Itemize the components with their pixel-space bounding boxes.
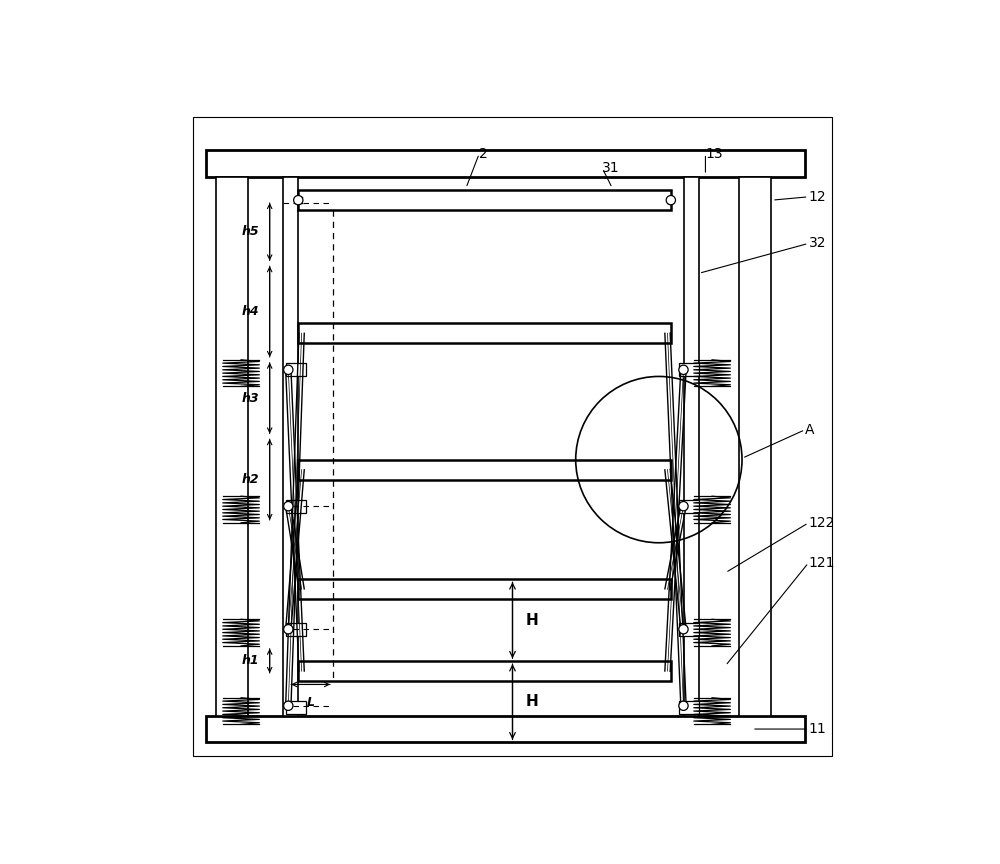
Bar: [286, 499, 306, 513]
Text: 122: 122: [809, 516, 835, 530]
Circle shape: [666, 195, 675, 205]
Bar: [206, 150, 805, 177]
Bar: [286, 623, 306, 636]
Circle shape: [679, 365, 688, 374]
Text: H: H: [526, 695, 539, 709]
Bar: [206, 715, 805, 742]
Circle shape: [284, 625, 293, 634]
Text: 13: 13: [705, 147, 723, 161]
Text: h5: h5: [241, 226, 259, 238]
Text: A: A: [805, 422, 815, 436]
Text: H: H: [526, 613, 539, 628]
Circle shape: [284, 365, 293, 374]
Text: 31: 31: [602, 162, 620, 175]
Bar: [298, 580, 671, 600]
Text: 11: 11: [809, 722, 826, 736]
Text: h4: h4: [241, 305, 259, 318]
Circle shape: [679, 701, 688, 710]
Text: h1: h1: [241, 654, 259, 667]
Circle shape: [679, 625, 688, 634]
Bar: [684, 177, 699, 715]
Bar: [739, 177, 771, 715]
Circle shape: [284, 701, 293, 710]
Text: 32: 32: [809, 237, 826, 251]
Text: L: L: [307, 696, 315, 709]
Bar: [286, 363, 306, 377]
Bar: [298, 323, 671, 343]
Bar: [679, 623, 699, 636]
Circle shape: [284, 501, 293, 511]
Text: h2: h2: [241, 473, 259, 486]
Text: 121: 121: [809, 556, 835, 569]
Text: h3: h3: [241, 391, 259, 404]
Bar: [283, 177, 298, 715]
Bar: [298, 190, 671, 210]
Bar: [679, 499, 699, 513]
Bar: [298, 661, 671, 681]
Circle shape: [294, 195, 303, 205]
Circle shape: [679, 501, 688, 511]
Text: 12: 12: [809, 190, 826, 204]
Bar: [286, 701, 306, 715]
Text: 2: 2: [479, 147, 488, 161]
Bar: [679, 363, 699, 377]
Bar: [298, 460, 671, 480]
Bar: [679, 701, 699, 715]
Bar: [216, 177, 248, 715]
